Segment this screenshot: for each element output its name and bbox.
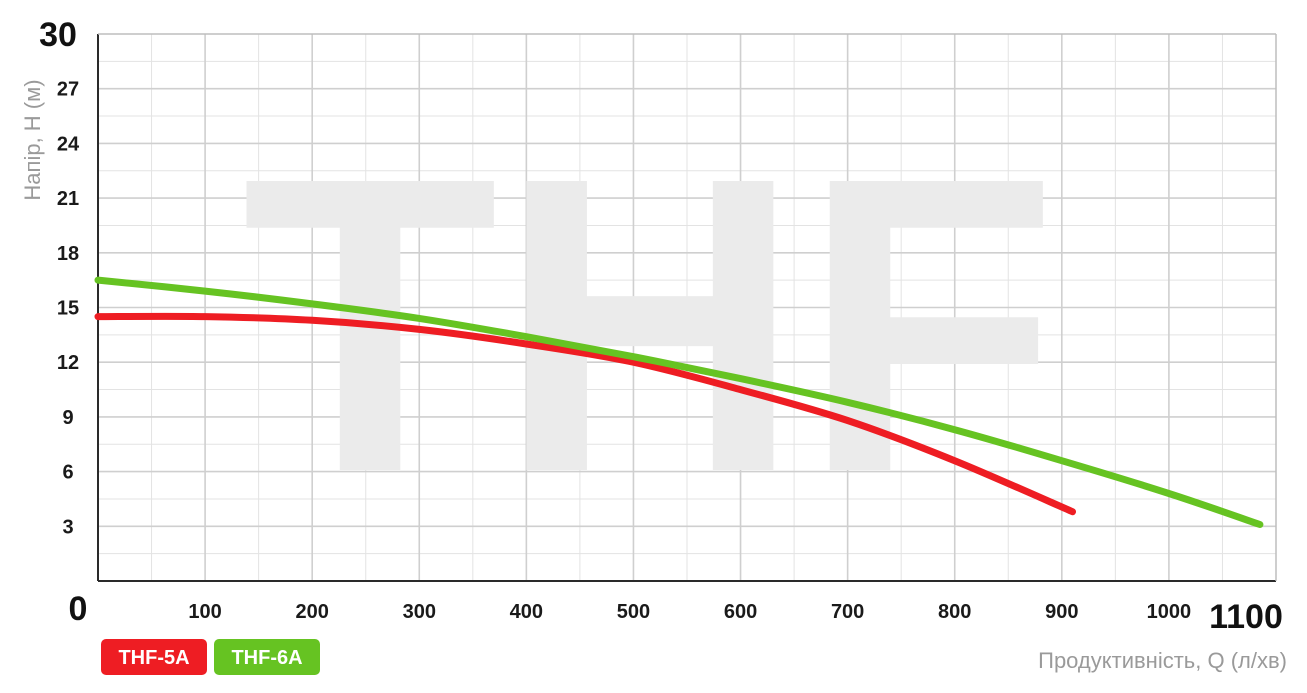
x-tick-label: 900 (1045, 601, 1078, 623)
x-tick-label: 200 (295, 601, 328, 623)
x-tick-label: 500 (617, 601, 650, 623)
x-tick-label: 1100 (1209, 598, 1283, 636)
y-tick-label: 15 (57, 298, 79, 320)
y-tick-label: 12 (57, 352, 79, 374)
y-axis-label: Напір, Н (м) (20, 79, 45, 200)
y-tick-label: 27 (57, 79, 79, 101)
x-tick-label: 0 (69, 590, 88, 628)
x-tick-label: 100 (188, 601, 221, 623)
legend: THF-5A THF-6A (101, 639, 320, 675)
x-axis-label: Продуктивність, Q (л/хв) (1038, 648, 1287, 673)
y-tick-label: 21 (57, 188, 79, 210)
x-tick-label: 400 (510, 601, 543, 623)
x-tick-labels: 0 100 200 300 400 500 600 700 800 900 1000 1100 (69, 590, 1283, 636)
legend-swatch-thf-6a (214, 639, 320, 675)
x-tick-label: 1000 (1147, 601, 1192, 623)
minor-grid (98, 34, 1276, 581)
x-tick-label: 700 (831, 601, 864, 623)
y-tick-labels: 3 6 9 12 15 18 21 24 27 30 (39, 16, 80, 538)
series-line-thf-5a (94, 312, 1076, 516)
y-tick-label: 30 (39, 16, 77, 54)
series-line-thf-6a (94, 276, 1264, 528)
y-tick-label: 3 (62, 516, 73, 538)
legend-swatch-thf-5a (101, 639, 207, 675)
y-tick-label: 6 (62, 462, 73, 484)
x-tick-label: 600 (724, 601, 757, 623)
x-tick-label: 300 (403, 601, 436, 623)
x-tick-label: 800 (938, 601, 971, 623)
series-layer (94, 276, 1264, 528)
y-tick-label: 24 (57, 133, 80, 155)
legend-label: THF-6A (231, 647, 302, 669)
legend-label: THF-5A (118, 647, 189, 669)
y-tick-label: 9 (62, 407, 73, 429)
axes (97, 33, 1277, 582)
major-grid (98, 34, 1276, 581)
y-tick-label: 18 (57, 243, 79, 265)
